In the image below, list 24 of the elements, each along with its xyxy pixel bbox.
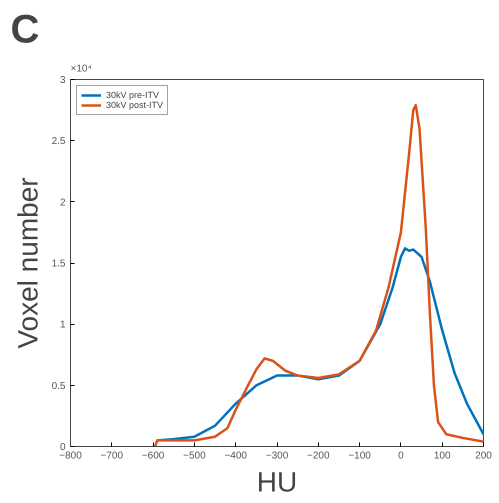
x-tick-label: −200 <box>307 450 330 462</box>
y-tick-label: 1 <box>60 320 66 331</box>
x-tick-label: 200 <box>475 450 492 462</box>
y-tick-label: 3 <box>60 75 66 86</box>
x-tick-label: −100 <box>348 450 372 462</box>
x-axis-title: HU <box>256 466 298 498</box>
x-tick-label: −700 <box>100 450 124 462</box>
y-axis-title: Voxel number <box>12 177 44 349</box>
x-tick-label: −500 <box>183 450 206 462</box>
legend-label: 30kV pre-ITV <box>106 90 160 100</box>
x-tick-label: 100 <box>434 450 451 462</box>
legend-label: 30kV post-ITV <box>106 100 164 110</box>
chart-title: C <box>10 8 40 52</box>
y-tick-label: 2 <box>60 197 66 208</box>
y-tick-label: 2.5 <box>52 136 66 148</box>
text: ×10⁴ <box>70 64 92 74</box>
x-tick-label: −300 <box>266 450 289 462</box>
y-tick-label: 0 <box>60 442 66 453</box>
y-tick-label: 0.5 <box>52 380 66 392</box>
x-tick-label: 0 <box>398 450 404 462</box>
x-tick-label: −800 <box>59 450 82 462</box>
x-tick-label: −600 <box>142 450 165 462</box>
y-tick-label: 1.5 <box>52 258 66 270</box>
x-tick-label: −400 <box>224 450 248 462</box>
